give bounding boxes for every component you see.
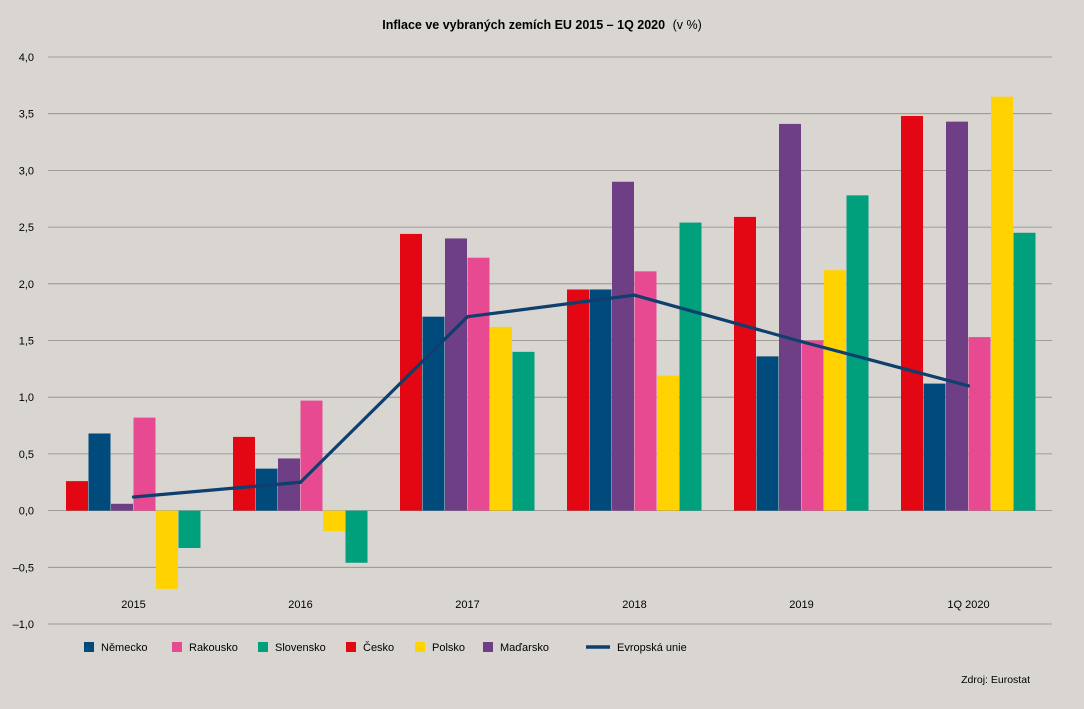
bar-slovensko <box>1013 232 1036 511</box>
bar-polsko <box>824 270 846 511</box>
bar-česko <box>734 216 756 511</box>
eu-line-point <box>799 340 804 344</box>
y-tick-label: 1,5 <box>19 336 34 348</box>
legend-swatch <box>258 642 268 652</box>
legend-label: Česko <box>363 641 394 654</box>
y-tick-label: 2,0 <box>19 279 34 291</box>
bar-maďarsko <box>111 503 133 511</box>
bar-maďarsko <box>946 121 968 511</box>
legend-label: Slovensko <box>275 642 326 654</box>
bar-rakousko <box>634 271 657 511</box>
y-tick-label: 1,0 <box>19 392 34 404</box>
x-tick-label: 1Q 2020 <box>947 599 989 611</box>
eu-line-point <box>131 495 136 499</box>
legend-swatch <box>172 642 182 652</box>
bar-polsko <box>490 326 512 511</box>
bar-polsko <box>657 375 679 511</box>
eu-line-point <box>966 384 971 388</box>
bar-slovensko <box>345 510 368 563</box>
x-tick-label: 2019 <box>789 599 813 611</box>
bar-německo <box>923 383 946 511</box>
y-tick-label: 2,5 <box>19 222 34 234</box>
bar-maďarsko <box>445 238 467 511</box>
eu-line-point <box>298 480 303 484</box>
y-tick-label: 3,5 <box>19 109 34 121</box>
bar-česko <box>66 481 88 511</box>
y-axis-tick-labels: 4,0 3,5 3,0 2,5 2,0 1,5 1,0 0,5 0,0 –0,5 –1,0 <box>13 52 34 631</box>
bar-rakousko <box>801 340 824 511</box>
bar-polsko <box>991 96 1013 511</box>
bar-polsko <box>156 510 178 589</box>
gridlines <box>48 56 1052 625</box>
legend-label: Německo <box>101 642 147 654</box>
legend-swatch <box>84 642 94 652</box>
legend: Německo Rakousko Slovensko Česko Polsko Maďar… <box>84 641 687 654</box>
y-tick-label: 4,0 <box>19 52 34 64</box>
bar-slovensko <box>846 195 869 511</box>
bar-česko <box>233 436 255 511</box>
chart-title-main: Inflace ve vybraných zemích EU 2015 – 1Q… <box>382 18 665 32</box>
y-tick-label: 3,0 <box>19 165 34 177</box>
x-tick-label: 2015 <box>121 599 145 611</box>
legend-swatch <box>346 642 356 652</box>
y-tick-label: 0,5 <box>19 449 34 461</box>
bars <box>66 96 1036 589</box>
bar-rakousko <box>968 337 991 511</box>
bar-česko <box>567 289 589 511</box>
eu-line-point <box>632 293 637 297</box>
legend-label: Evropská unie <box>617 642 687 654</box>
x-axis-tick-labels: 2015 2016 2017 2018 2019 1Q 2020 <box>121 599 989 611</box>
bar-rakousko <box>133 417 156 511</box>
bar-slovensko <box>512 351 535 511</box>
bar-německo <box>756 356 779 511</box>
bar-slovensko <box>679 222 702 511</box>
eu-line-path <box>133 293 969 499</box>
x-tick-label: 2017 <box>455 599 479 611</box>
y-tick-label: –0,5 <box>13 562 34 574</box>
bar-česko <box>901 115 923 511</box>
bar-slovensko <box>178 510 201 549</box>
eu-line-point <box>465 315 470 319</box>
bar-rakousko <box>300 400 323 511</box>
y-tick-label: 0,0 <box>19 506 34 518</box>
legend-label: Maďarsko <box>500 642 549 654</box>
bar-maďarsko <box>779 123 801 511</box>
bar-německo <box>255 468 278 511</box>
eu-line <box>131 293 971 499</box>
bar-rakousko <box>467 257 490 511</box>
y-tick-label: –1,0 <box>13 619 34 631</box>
source-note: Zdroj: Eurostat <box>961 674 1030 686</box>
x-tick-label: 2016 <box>288 599 312 611</box>
bar-polsko <box>323 510 345 532</box>
bar-maďarsko <box>612 181 634 511</box>
legend-swatch <box>415 642 425 652</box>
legend-label: Rakousko <box>189 642 238 654</box>
legend-label: Polsko <box>432 642 465 654</box>
legend-swatch <box>483 642 493 652</box>
bar-německo <box>88 433 111 511</box>
bar-německo <box>589 289 612 511</box>
chart-title-suffix: (v %) <box>673 18 702 32</box>
chart-title: Inflace ve vybraných zemích EU 2015 – 1Q… <box>382 18 701 32</box>
bar-německo <box>422 316 445 511</box>
x-tick-label: 2018 <box>622 599 646 611</box>
